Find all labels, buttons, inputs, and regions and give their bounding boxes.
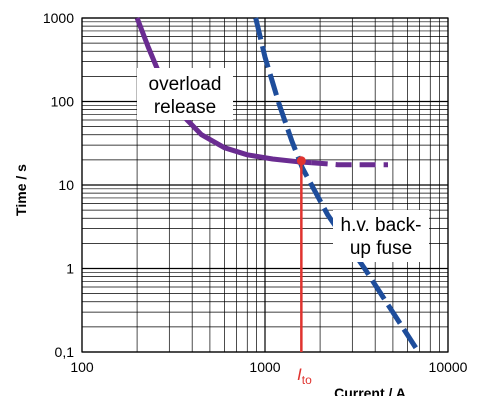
x-tick-label: 10000 xyxy=(429,359,468,375)
ito-label-subscript: to xyxy=(302,373,312,387)
fuse-label-line2: up fuse xyxy=(350,238,412,259)
y-tick-label: 100 xyxy=(51,94,75,110)
overload-release-label-box xyxy=(137,68,233,120)
x-axis-title: Current / A xyxy=(334,385,406,396)
series-line-2 xyxy=(311,160,388,168)
grid xyxy=(81,17,449,353)
series-line-1 xyxy=(134,17,312,166)
overload-release-annotation: overload release xyxy=(137,68,233,120)
ito-marker xyxy=(296,156,306,352)
ito-point xyxy=(296,156,306,166)
y-tick-label: 0,1 xyxy=(55,344,75,360)
y-tick-label: 1 xyxy=(66,261,74,277)
y-axis-title: Time / s xyxy=(13,164,29,216)
fuse-label-line1: h.v. back- xyxy=(341,215,422,236)
overload-release-label-line1: overload xyxy=(149,74,222,95)
x-tick-label: 1000 xyxy=(249,359,280,375)
fuse-annotation: h.v. back- up fuse xyxy=(333,210,429,262)
y-tick-label: 10 xyxy=(58,177,74,193)
fuse-label-box xyxy=(333,210,429,262)
ito-label: Ito xyxy=(297,365,312,387)
y-tick-label: 1000 xyxy=(43,10,74,26)
x-tick-label: 100 xyxy=(70,359,94,375)
ito-label-main: I xyxy=(297,365,302,384)
tick-labels: 100 1000 10000 0,1 1 10 100 1000 xyxy=(43,10,468,375)
overload-release-label-line2: release xyxy=(154,97,216,118)
